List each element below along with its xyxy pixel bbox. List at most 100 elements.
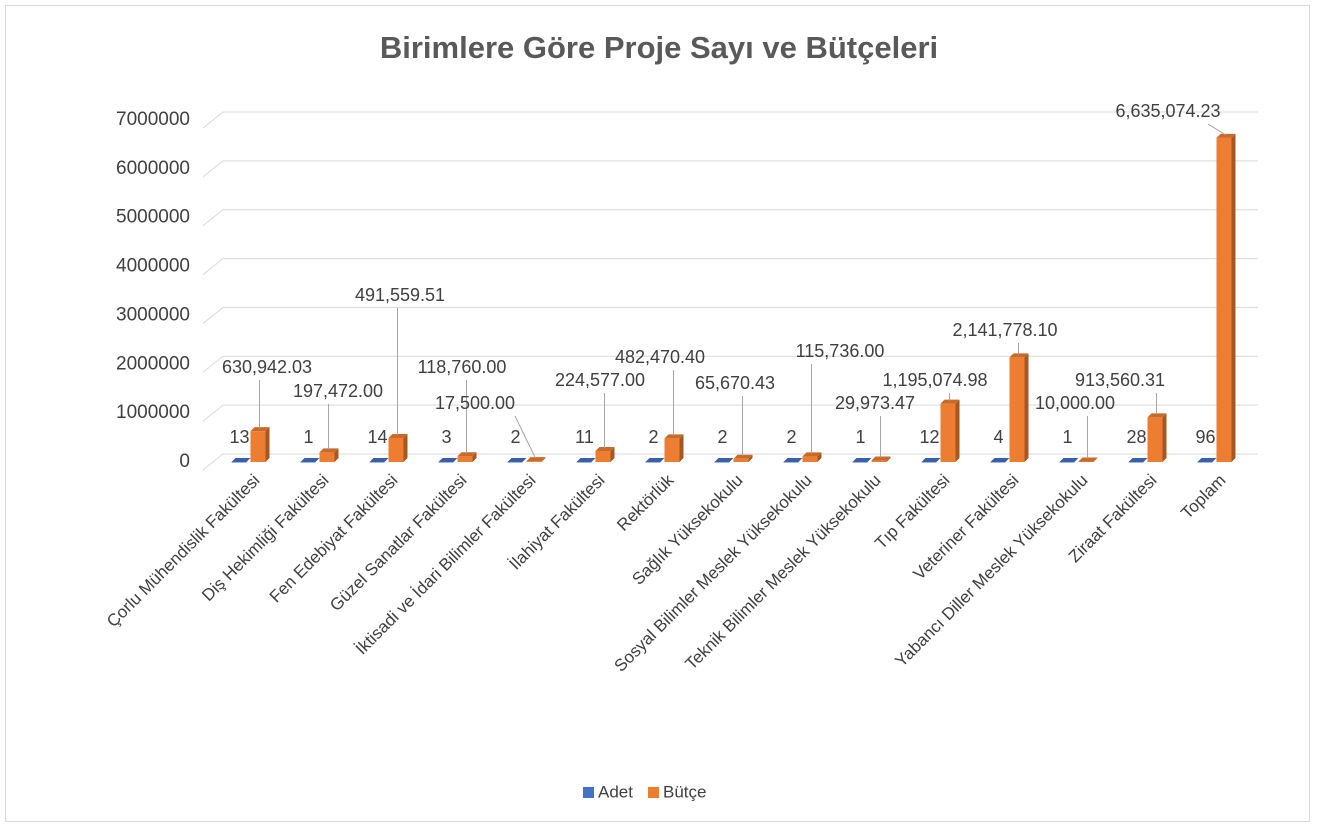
bar-top bbox=[576, 457, 596, 462]
bar bbox=[733, 454, 753, 462]
bar-front bbox=[438, 461, 454, 463]
bar-front bbox=[783, 461, 799, 463]
data-label: 115,736.00 bbox=[796, 341, 885, 361]
grid-line bbox=[202, 306, 1258, 324]
legend-label: Bütçe bbox=[663, 782, 706, 801]
grid-line bbox=[202, 111, 1258, 129]
bar-side bbox=[886, 456, 891, 462]
bar-top bbox=[940, 399, 960, 404]
data-label: 3 bbox=[441, 427, 451, 447]
bar-side bbox=[679, 434, 684, 462]
bar-side bbox=[403, 433, 408, 462]
bar-front bbox=[576, 461, 592, 463]
y-tick-label: 4000000 bbox=[116, 256, 190, 277]
bar bbox=[438, 457, 458, 463]
bar-top bbox=[921, 457, 941, 462]
bar bbox=[1216, 133, 1236, 462]
bar-front bbox=[507, 461, 523, 463]
bar bbox=[231, 457, 251, 463]
grid-line bbox=[202, 160, 1258, 178]
bar-top bbox=[369, 457, 389, 462]
bar bbox=[664, 434, 684, 462]
bar-top bbox=[1128, 457, 1148, 462]
bar bbox=[714, 457, 734, 463]
bar bbox=[1128, 457, 1148, 463]
bar-front bbox=[921, 461, 937, 463]
data-label: 13 bbox=[229, 427, 249, 447]
y-tick-label: 1000000 bbox=[116, 402, 190, 423]
bar-side bbox=[955, 399, 960, 462]
bar-front bbox=[231, 461, 247, 463]
bar-side bbox=[1143, 457, 1148, 462]
bar bbox=[369, 457, 389, 463]
bar-side bbox=[729, 457, 734, 462]
bar-side bbox=[936, 457, 941, 462]
bar-front bbox=[1128, 461, 1144, 463]
bar-top bbox=[1059, 457, 1079, 462]
data-label: 12 bbox=[919, 427, 939, 447]
data-label: 65,670.43 bbox=[695, 373, 775, 393]
bar bbox=[940, 399, 960, 462]
bar bbox=[1078, 457, 1098, 463]
bar-side bbox=[798, 457, 803, 462]
data-label: 224,577.00 bbox=[555, 370, 645, 390]
bar-top bbox=[1147, 413, 1167, 418]
bar bbox=[990, 457, 1010, 463]
bar-top bbox=[1216, 133, 1236, 138]
bar-top bbox=[664, 434, 684, 439]
bar-side bbox=[384, 457, 389, 462]
bar-top bbox=[526, 457, 546, 462]
bar bbox=[1147, 413, 1167, 462]
bar-front bbox=[457, 456, 473, 462]
chart-title: Birimlere Göre Proje Sayı ve Bütçeleri bbox=[380, 30, 938, 65]
bar-side bbox=[748, 454, 753, 462]
bar-top bbox=[1078, 457, 1098, 462]
bar bbox=[802, 452, 822, 462]
data-label: 1,195,074.98 bbox=[882, 370, 987, 390]
bar-side bbox=[265, 427, 270, 462]
data-label: 2,141,778.10 bbox=[952, 320, 1057, 340]
bar-front bbox=[388, 437, 404, 462]
bar-side bbox=[1231, 133, 1236, 462]
bar bbox=[319, 448, 339, 462]
data-label: 4 bbox=[993, 427, 1003, 447]
y-tick-label: 3000000 bbox=[116, 304, 190, 325]
bar bbox=[871, 456, 891, 462]
bar bbox=[300, 457, 320, 463]
bar-top bbox=[871, 456, 891, 461]
bar-front bbox=[645, 461, 661, 463]
bar-side bbox=[1162, 413, 1167, 462]
y-tick-label: 5000000 bbox=[116, 207, 190, 228]
bar-top bbox=[438, 457, 458, 462]
bar-side bbox=[246, 457, 251, 462]
grid-line bbox=[202, 258, 1258, 275]
data-label: 17,500.00 bbox=[435, 393, 515, 413]
bar-side bbox=[660, 457, 665, 462]
bar bbox=[388, 433, 408, 462]
bar-front bbox=[250, 431, 266, 462]
bar-front bbox=[369, 461, 385, 463]
bar bbox=[526, 457, 546, 462]
bar-side bbox=[334, 448, 339, 462]
bar-front bbox=[1197, 461, 1213, 463]
bar bbox=[595, 447, 615, 462]
data-label: 118,760.00 bbox=[418, 357, 507, 377]
bar-top bbox=[783, 457, 803, 462]
bar bbox=[1009, 353, 1029, 462]
bar-front bbox=[526, 461, 542, 462]
bar-front bbox=[595, 451, 611, 462]
bar-top bbox=[1009, 353, 1029, 358]
bar-front bbox=[802, 456, 818, 462]
bar-top bbox=[319, 448, 339, 453]
bar-front bbox=[714, 461, 730, 463]
bar-side bbox=[315, 457, 320, 462]
y-tick-label: 6000000 bbox=[116, 158, 190, 179]
bar bbox=[1059, 457, 1079, 463]
bar-side bbox=[867, 457, 872, 462]
bar-top bbox=[1197, 457, 1217, 462]
data-label: 10,000.00 bbox=[1035, 393, 1115, 413]
bar-front bbox=[300, 461, 316, 463]
y-tick-label: 0 bbox=[179, 451, 190, 472]
grid-line bbox=[202, 355, 1258, 373]
